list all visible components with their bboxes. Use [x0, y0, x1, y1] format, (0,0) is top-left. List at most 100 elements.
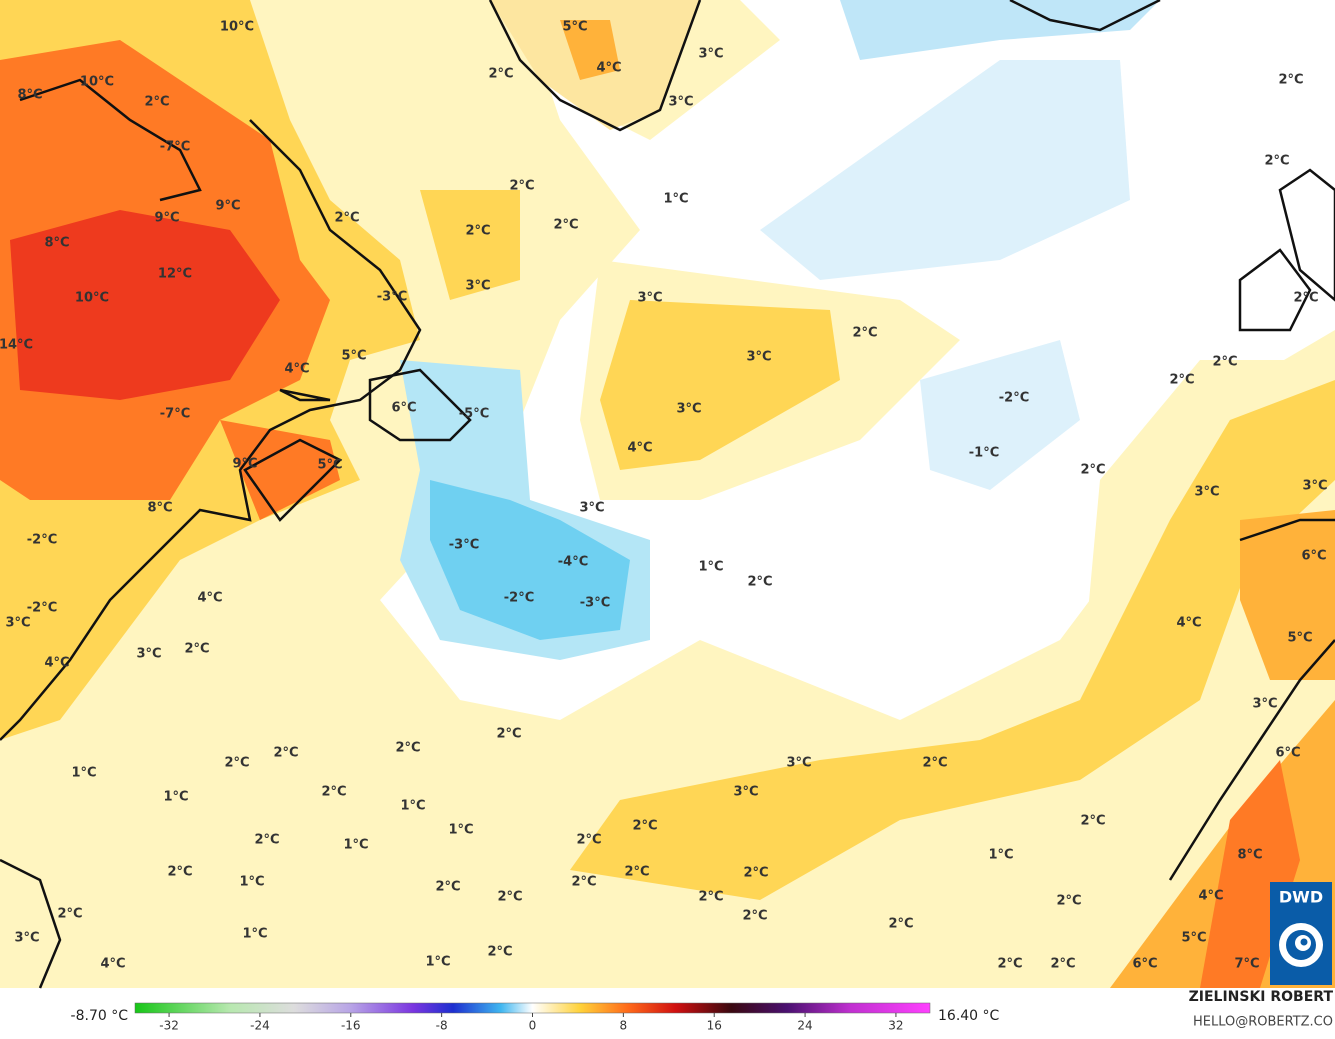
- temperature-label: 1°C: [163, 790, 188, 805]
- temperature-label: -4°C: [558, 555, 588, 570]
- temperature-label: 2°C: [742, 909, 767, 924]
- temperature-label: 2°C: [487, 945, 512, 960]
- temperature-label: 2°C: [184, 642, 209, 657]
- temperature-label: 2°C: [496, 727, 521, 742]
- temperature-label: 6°C: [1275, 746, 1300, 761]
- colorbar-tick-label: -32: [159, 1019, 179, 1033]
- temperature-label: 5°C: [562, 20, 587, 35]
- temperature-label: 2°C: [1264, 154, 1289, 169]
- temperature-label: 3°C: [668, 95, 693, 110]
- map-background: [0, 0, 1335, 989]
- temperature-label: 1°C: [71, 766, 96, 781]
- temperature-label: 3°C: [1252, 697, 1277, 712]
- temperature-label: 3°C: [676, 402, 701, 417]
- temperature-label: 6°C: [391, 401, 416, 416]
- temperature-label: -3°C: [449, 538, 479, 553]
- colorbar-tick-label: 24: [797, 1019, 812, 1033]
- dwd-logo: DWD: [1270, 882, 1332, 985]
- temperature-label: 8°C: [17, 88, 42, 103]
- temperature-label: 12°C: [158, 267, 192, 282]
- temperature-label: 1°C: [239, 875, 264, 890]
- temperature-label: 6°C: [1301, 549, 1326, 564]
- temperature-label: 1°C: [400, 799, 425, 814]
- temperature-label: 2°C: [1212, 355, 1237, 370]
- temperature-label: 2°C: [1056, 894, 1081, 909]
- temperature-label: 3°C: [5, 616, 30, 631]
- temperature-label: 3°C: [786, 756, 811, 771]
- temperature-label: 1°C: [425, 955, 450, 970]
- temperature-label: 2°C: [254, 833, 279, 848]
- temperature-label: 1°C: [698, 560, 723, 575]
- temperature-label: 2°C: [321, 785, 346, 800]
- temperature-label: 4°C: [44, 656, 69, 671]
- temperature-label: 3°C: [136, 647, 161, 662]
- temperature-label: 1°C: [242, 927, 267, 942]
- temperature-label: 2°C: [997, 957, 1022, 972]
- temperature-label: 3°C: [733, 785, 758, 800]
- temperature-label: 1°C: [343, 838, 368, 853]
- temperature-label: 3°C: [579, 501, 604, 516]
- temperature-label: 9°C: [232, 457, 257, 472]
- temperature-label: 2°C: [509, 179, 534, 194]
- temperature-label: -7°C: [160, 407, 190, 422]
- temperature-label: 4°C: [596, 61, 621, 76]
- colorbar-max: 16.40 °C: [938, 1008, 1000, 1024]
- temperature-label: 8°C: [44, 236, 69, 251]
- temperature-label: 1°C: [448, 823, 473, 838]
- temperature-label: 2°C: [273, 746, 298, 761]
- temperature-label: 2°C: [497, 890, 522, 905]
- temperature-label: 2°C: [747, 575, 772, 590]
- temperature-label: 2°C: [1278, 73, 1303, 88]
- colorbar-gradient: [134, 1002, 931, 1014]
- temperature-label: 2°C: [1050, 957, 1075, 972]
- temperature-label: 2°C: [852, 326, 877, 341]
- temperature-label: 6°C: [1132, 957, 1157, 972]
- temperature-label: -2°C: [999, 391, 1029, 406]
- temperature-label: 10°C: [75, 291, 109, 306]
- temperature-label: 4°C: [627, 441, 652, 456]
- temperature-label: 10°C: [80, 75, 114, 90]
- temperature-label: 2°C: [224, 756, 249, 771]
- temperature-label: 9°C: [154, 211, 179, 226]
- colorbar-tick-label: 8: [620, 1019, 628, 1033]
- temperature-label: 2°C: [435, 880, 460, 895]
- temperature-label: 2°C: [395, 741, 420, 756]
- colorbar-min: -8.70 °C: [71, 1008, 129, 1024]
- temperature-label: 1°C: [988, 848, 1013, 863]
- temperature-label: 5°C: [1287, 631, 1312, 646]
- temperature-label: 1°C: [663, 192, 688, 207]
- temperature-label: 4°C: [284, 362, 309, 377]
- colorbar-tick-label: -16: [341, 1019, 361, 1033]
- temperature-label: 3°C: [698, 47, 723, 62]
- temperature-label: 2°C: [1080, 814, 1105, 829]
- colorbar-tick-label: 0: [529, 1019, 537, 1033]
- temperature-label: 10°C: [220, 20, 254, 35]
- temperature-label: 3°C: [465, 279, 490, 294]
- credit-author: ZIELINSKI ROBERT: [1189, 989, 1334, 1005]
- temperature-label: 9°C: [215, 199, 240, 214]
- temperature-label: 2°C: [922, 756, 947, 771]
- temperature-label: 2°C: [632, 819, 657, 834]
- temperature-label: 8°C: [1237, 848, 1262, 863]
- temperature-label: 4°C: [197, 591, 222, 606]
- temperature-label: 5°C: [317, 458, 342, 473]
- temperature-label: -3°C: [580, 596, 610, 611]
- temperature-labels: 10°C 10°C 8°C 2°C -7°C 9°C 9°C 8°C 12°C 10°C 14°C 2…: [0, 20, 1328, 972]
- temperature-label: 2°C: [57, 907, 82, 922]
- temperature-label: 2°C: [144, 95, 169, 110]
- colorbar-tick-label: 32: [888, 1019, 903, 1033]
- temperature-label: 3°C: [746, 350, 771, 365]
- temperature-label: -1°C: [969, 446, 999, 461]
- temperature-label: 2°C: [553, 218, 578, 233]
- temperature-label: 2°C: [334, 211, 359, 226]
- temperature-label: 3°C: [637, 291, 662, 306]
- temperature-label: 2°C: [488, 67, 513, 82]
- temperature-label: 5°C: [341, 349, 366, 364]
- temperature-label: 7°C: [1234, 957, 1259, 972]
- temperature-label: 3°C: [14, 931, 39, 946]
- temperature-label: -5°C: [459, 407, 489, 422]
- temperature-label: 2°C: [167, 865, 192, 880]
- temperature-label: 3°C: [1302, 479, 1327, 494]
- temperature-label: 4°C: [1198, 889, 1223, 904]
